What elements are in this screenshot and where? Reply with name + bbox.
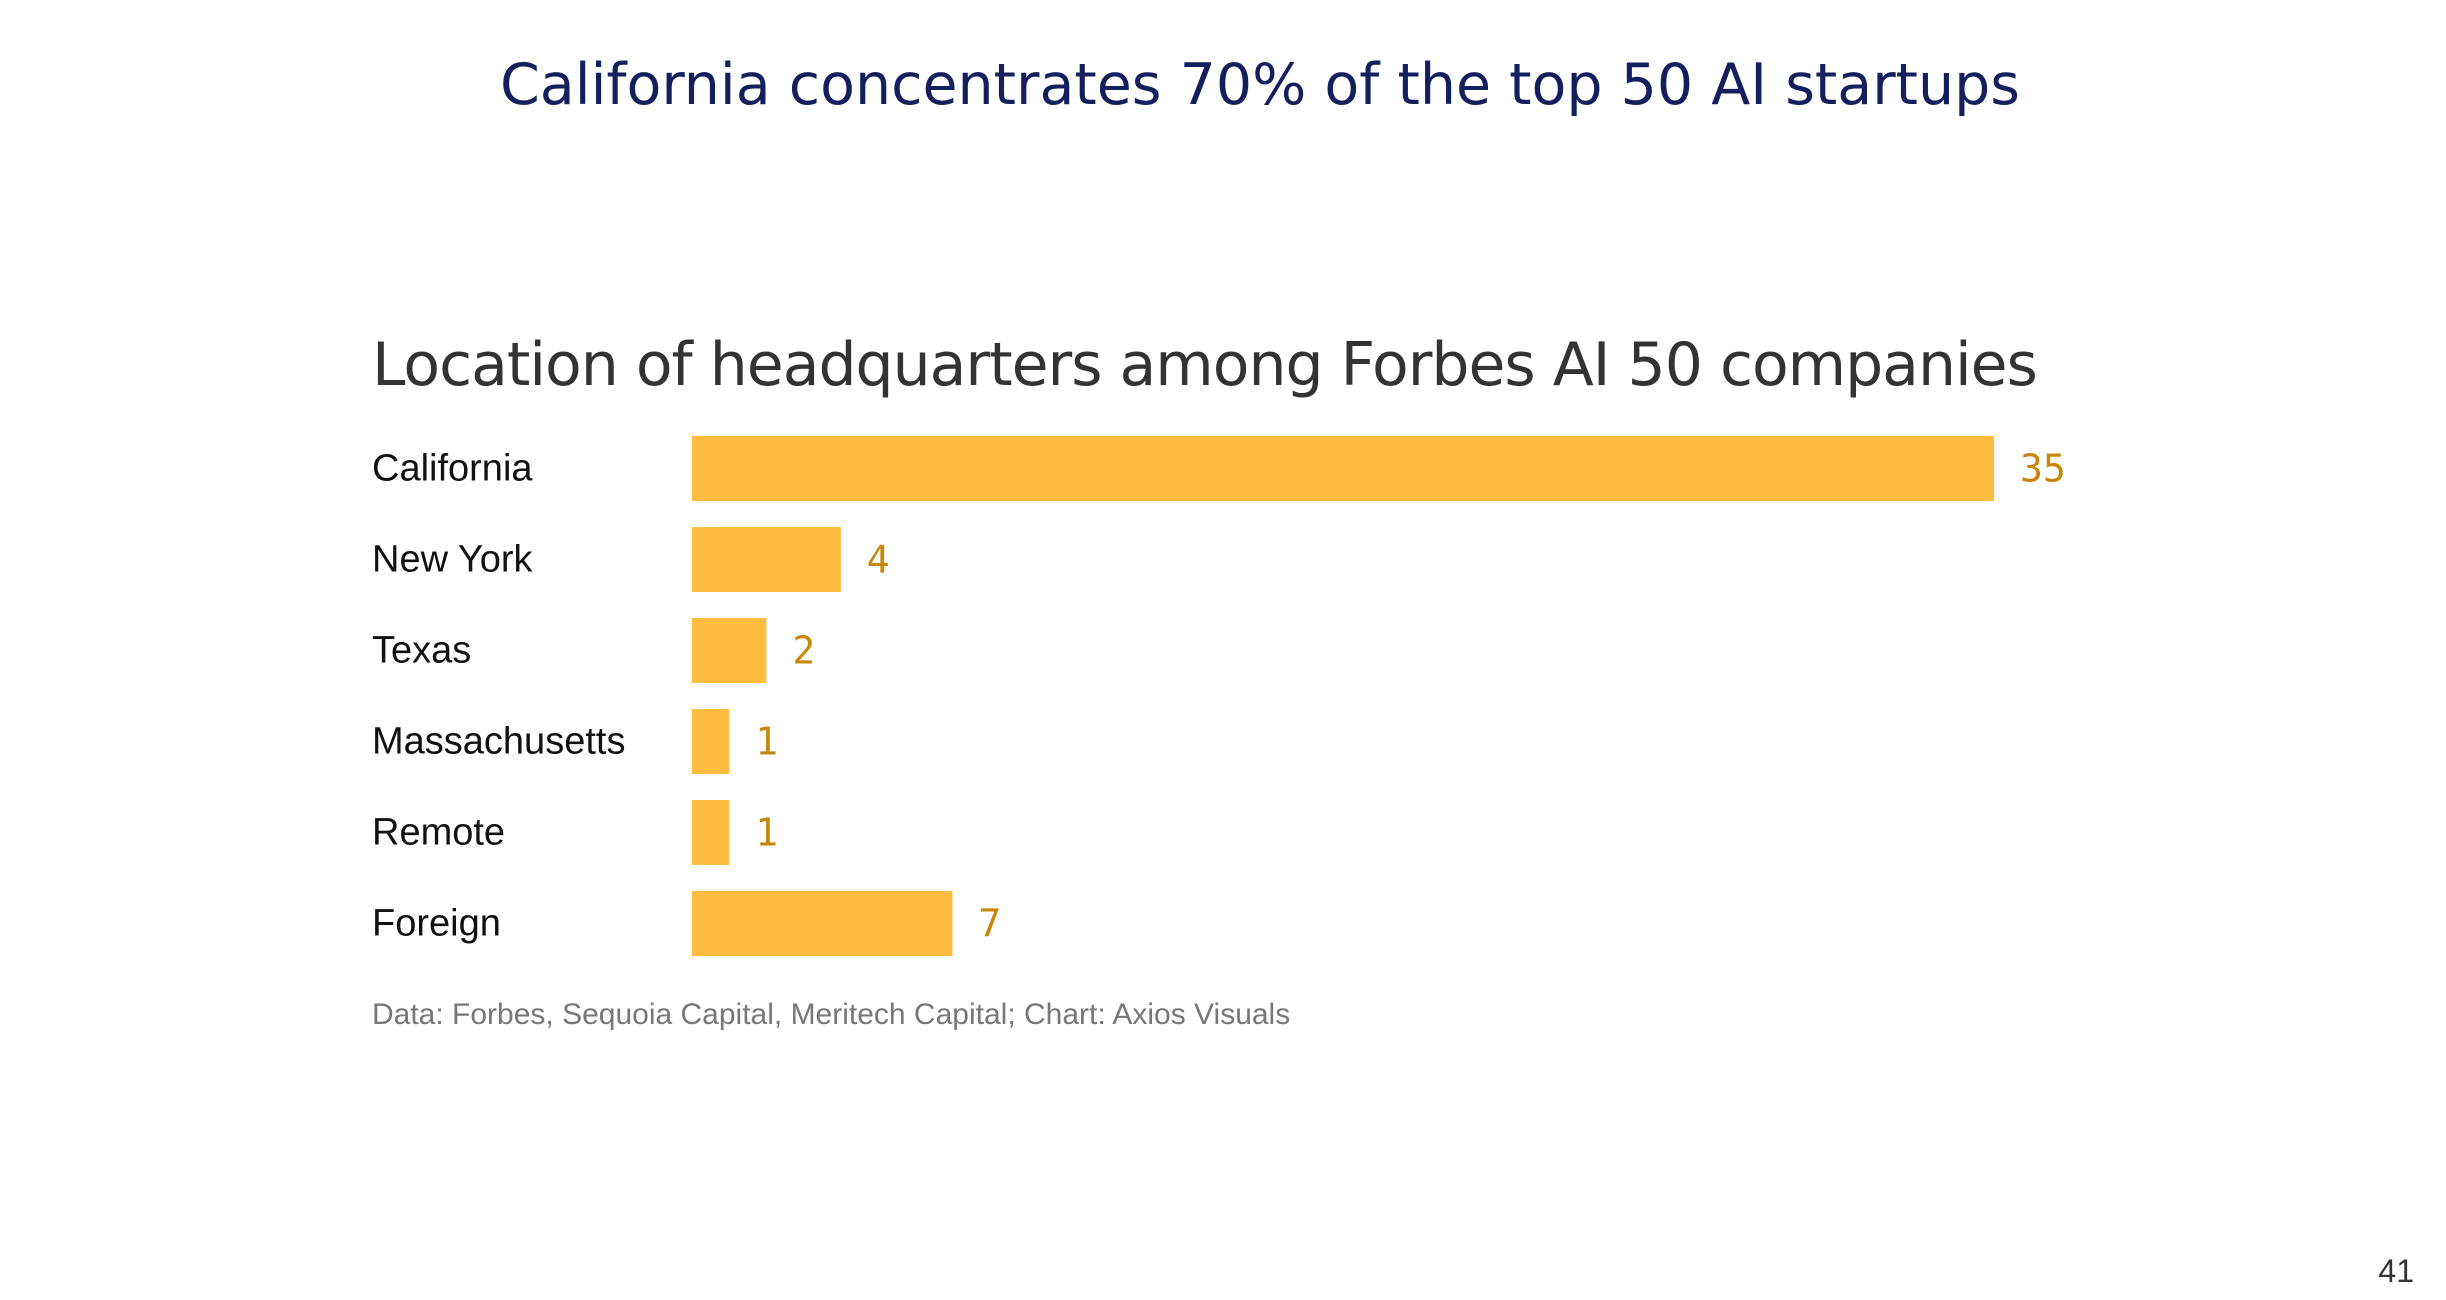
chart-title: Location of headquarters among Forbes AI…: [372, 330, 2038, 400]
bar-value-label: 35: [2020, 447, 2066, 491]
category-label: Remote: [372, 812, 505, 854]
category-label: Massachusetts: [372, 721, 625, 763]
bars-layer: California 35 New York 4 Texas 2 Massachusetts…: [372, 436, 2066, 956]
bar: [692, 891, 953, 956]
bar: [692, 527, 841, 592]
bar-value-label: 1: [755, 811, 778, 855]
category-label: New York: [372, 539, 534, 581]
bar: [692, 709, 730, 774]
bar: [692, 436, 1994, 501]
bar: [692, 800, 730, 865]
slide-title: California concentrates 70% of the top 5…: [500, 52, 2020, 118]
bar-value-label: 4: [867, 538, 890, 582]
chart-source-note: Data: Forbes, Sequoia Capital, Meritech …: [372, 998, 1291, 1031]
bar: [692, 618, 767, 683]
bar-value-label: 1: [755, 720, 778, 764]
category-label: Texas: [372, 630, 471, 672]
page-number: 41: [2378, 1253, 2414, 1289]
category-label: Foreign: [372, 903, 501, 945]
bar-value-label: 7: [978, 902, 1001, 946]
bar-value-label: 2: [792, 629, 815, 673]
category-label: California: [372, 448, 533, 490]
